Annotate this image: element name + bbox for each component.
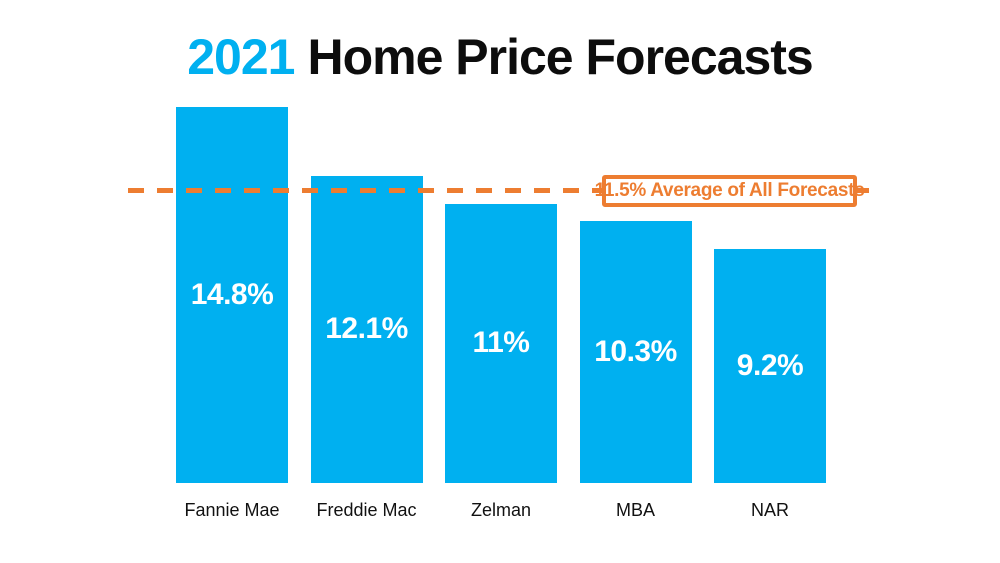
- bar-mba: 10.3%: [579, 221, 692, 483]
- title-text: Home Price Forecasts: [307, 29, 813, 85]
- bar-value-label: 12.1%: [325, 312, 408, 346]
- bar-value-label: 11%: [472, 326, 530, 360]
- category-label-fannie-mae: Fannie Mae: [184, 500, 280, 520]
- bar-zelman: 11%: [445, 203, 557, 483]
- average-dashed-line: [128, 188, 873, 194]
- bar-value-label: 14.8%: [190, 278, 274, 312]
- chart-title: 2021 Home Price Forecasts: [0, 28, 1000, 86]
- bar-freddie-mac: 12.1%: [310, 175, 423, 483]
- category-label-mba: MBA: [615, 500, 655, 520]
- bar-value-label: 9.2%: [736, 349, 804, 383]
- category-label-zelman: Zelman: [470, 500, 532, 520]
- category-label-freddie-mac: Freddie Mac: [316, 500, 417, 520]
- title-year: 2021: [187, 29, 295, 85]
- category-label-nar: NAR: [750, 500, 789, 520]
- bar-value-label: 10.3%: [594, 335, 677, 369]
- bar-fannie-mae: 14.8%: [176, 107, 288, 483]
- average-label: 11.5% Average of All Forecasts: [594, 179, 865, 201]
- bar-nar: 9.2%: [714, 249, 826, 483]
- average-label-box: 11.5% Average of All Forecasts: [595, 174, 865, 207]
